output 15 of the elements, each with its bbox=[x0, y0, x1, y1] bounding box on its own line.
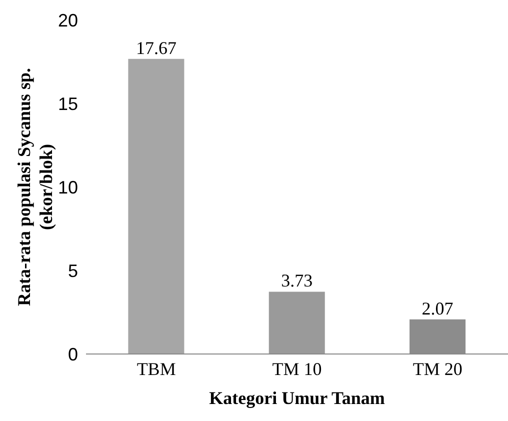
y-tick-label: 0 bbox=[68, 344, 78, 364]
x-tick-label: TM 20 bbox=[412, 358, 462, 379]
data-label: 17.67 bbox=[136, 38, 176, 58]
data-label: 2.07 bbox=[422, 298, 454, 318]
x-tick-label: TBM bbox=[136, 358, 176, 379]
y-tick-label: 10 bbox=[58, 177, 78, 198]
y-tick-label: 15 bbox=[58, 94, 78, 114]
bar bbox=[128, 58, 184, 354]
x-tick-label: TM 10 bbox=[272, 358, 322, 379]
y-tick-label: 20 bbox=[58, 10, 78, 30]
x-axis-title: Kategori Umur Tanam bbox=[209, 388, 385, 408]
y-tick-label: 5 bbox=[68, 260, 78, 281]
data-label: 3.73 bbox=[281, 270, 313, 291]
bar bbox=[268, 292, 325, 354]
y-axis-title: Rata-rata populasi Sycanus sp. (ekor/blok) bbox=[14, 68, 56, 306]
